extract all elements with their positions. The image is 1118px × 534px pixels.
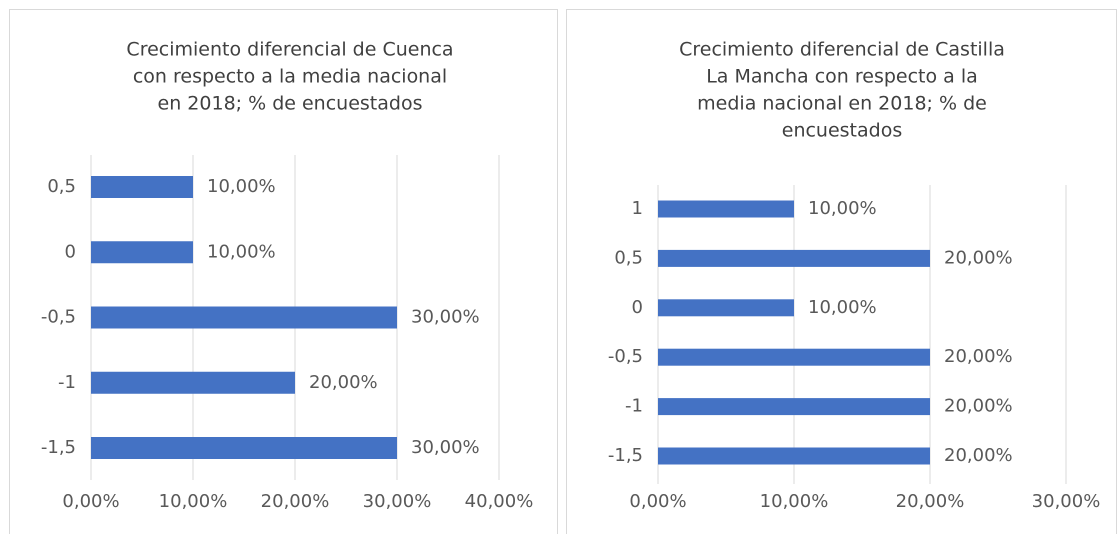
x-tick-label: 0,00% xyxy=(62,491,119,512)
x-tick-label: 10,00% xyxy=(760,491,829,512)
y-tick-label: -0,5 xyxy=(608,346,643,367)
y-tick-label: 0 xyxy=(632,297,643,318)
data-label: 10,00% xyxy=(207,241,276,262)
data-label: 10,00% xyxy=(808,198,877,219)
x-tick-label: 20,00% xyxy=(896,491,965,512)
data-label: 20,00% xyxy=(944,346,1013,367)
chart-title: La Mancha con respecto a la xyxy=(706,66,978,88)
data-label: 20,00% xyxy=(944,396,1013,417)
data-label: 20,00% xyxy=(944,445,1013,466)
data-label: 30,00% xyxy=(411,307,480,328)
chart-title: Crecimiento diferencial de Cuenca xyxy=(126,39,453,61)
bar xyxy=(91,241,193,264)
chart-title: con respecto a la media nacional xyxy=(133,66,447,88)
data-label: 10,00% xyxy=(207,176,276,197)
x-tick-label: 30,00% xyxy=(1032,491,1101,512)
x-tick-label: 40,00% xyxy=(465,491,534,512)
chart-title: Crecimiento diferencial de Castilla xyxy=(679,39,1005,61)
bar xyxy=(91,371,295,394)
bar xyxy=(658,249,930,267)
y-tick-label: 0,5 xyxy=(47,176,76,197)
y-tick-label: 1 xyxy=(632,198,643,219)
bar xyxy=(658,200,794,218)
y-tick-label: 0 xyxy=(65,241,76,262)
bar xyxy=(658,348,930,366)
x-tick-label: 10,00% xyxy=(159,491,228,512)
chart-title: encuestados xyxy=(782,120,903,142)
bar xyxy=(658,447,930,465)
x-tick-label: 30,00% xyxy=(363,491,432,512)
y-tick-label: -1,5 xyxy=(41,437,76,458)
chart-title: media nacional en 2018; % de xyxy=(697,93,987,115)
data-label: 10,00% xyxy=(808,297,877,318)
bar xyxy=(91,437,397,459)
y-tick-label: -1,5 xyxy=(608,445,643,466)
y-tick-label: -1 xyxy=(58,372,76,393)
data-label: 20,00% xyxy=(944,247,1013,268)
data-label: 20,00% xyxy=(309,372,378,393)
bar xyxy=(658,398,930,416)
data-label: 30,00% xyxy=(411,437,480,458)
x-tick-label: 0,00% xyxy=(629,491,686,512)
y-tick-label: -0,5 xyxy=(41,307,76,328)
x-tick-label: 20,00% xyxy=(261,491,330,512)
y-tick-label: 0,5 xyxy=(614,247,643,268)
bar xyxy=(91,176,193,198)
y-tick-label: -1 xyxy=(625,396,643,417)
panel xyxy=(566,9,1117,534)
panel xyxy=(9,9,558,534)
chart-title: en 2018; % de encuestados xyxy=(158,93,423,115)
bar xyxy=(91,306,397,329)
bar xyxy=(658,299,794,317)
